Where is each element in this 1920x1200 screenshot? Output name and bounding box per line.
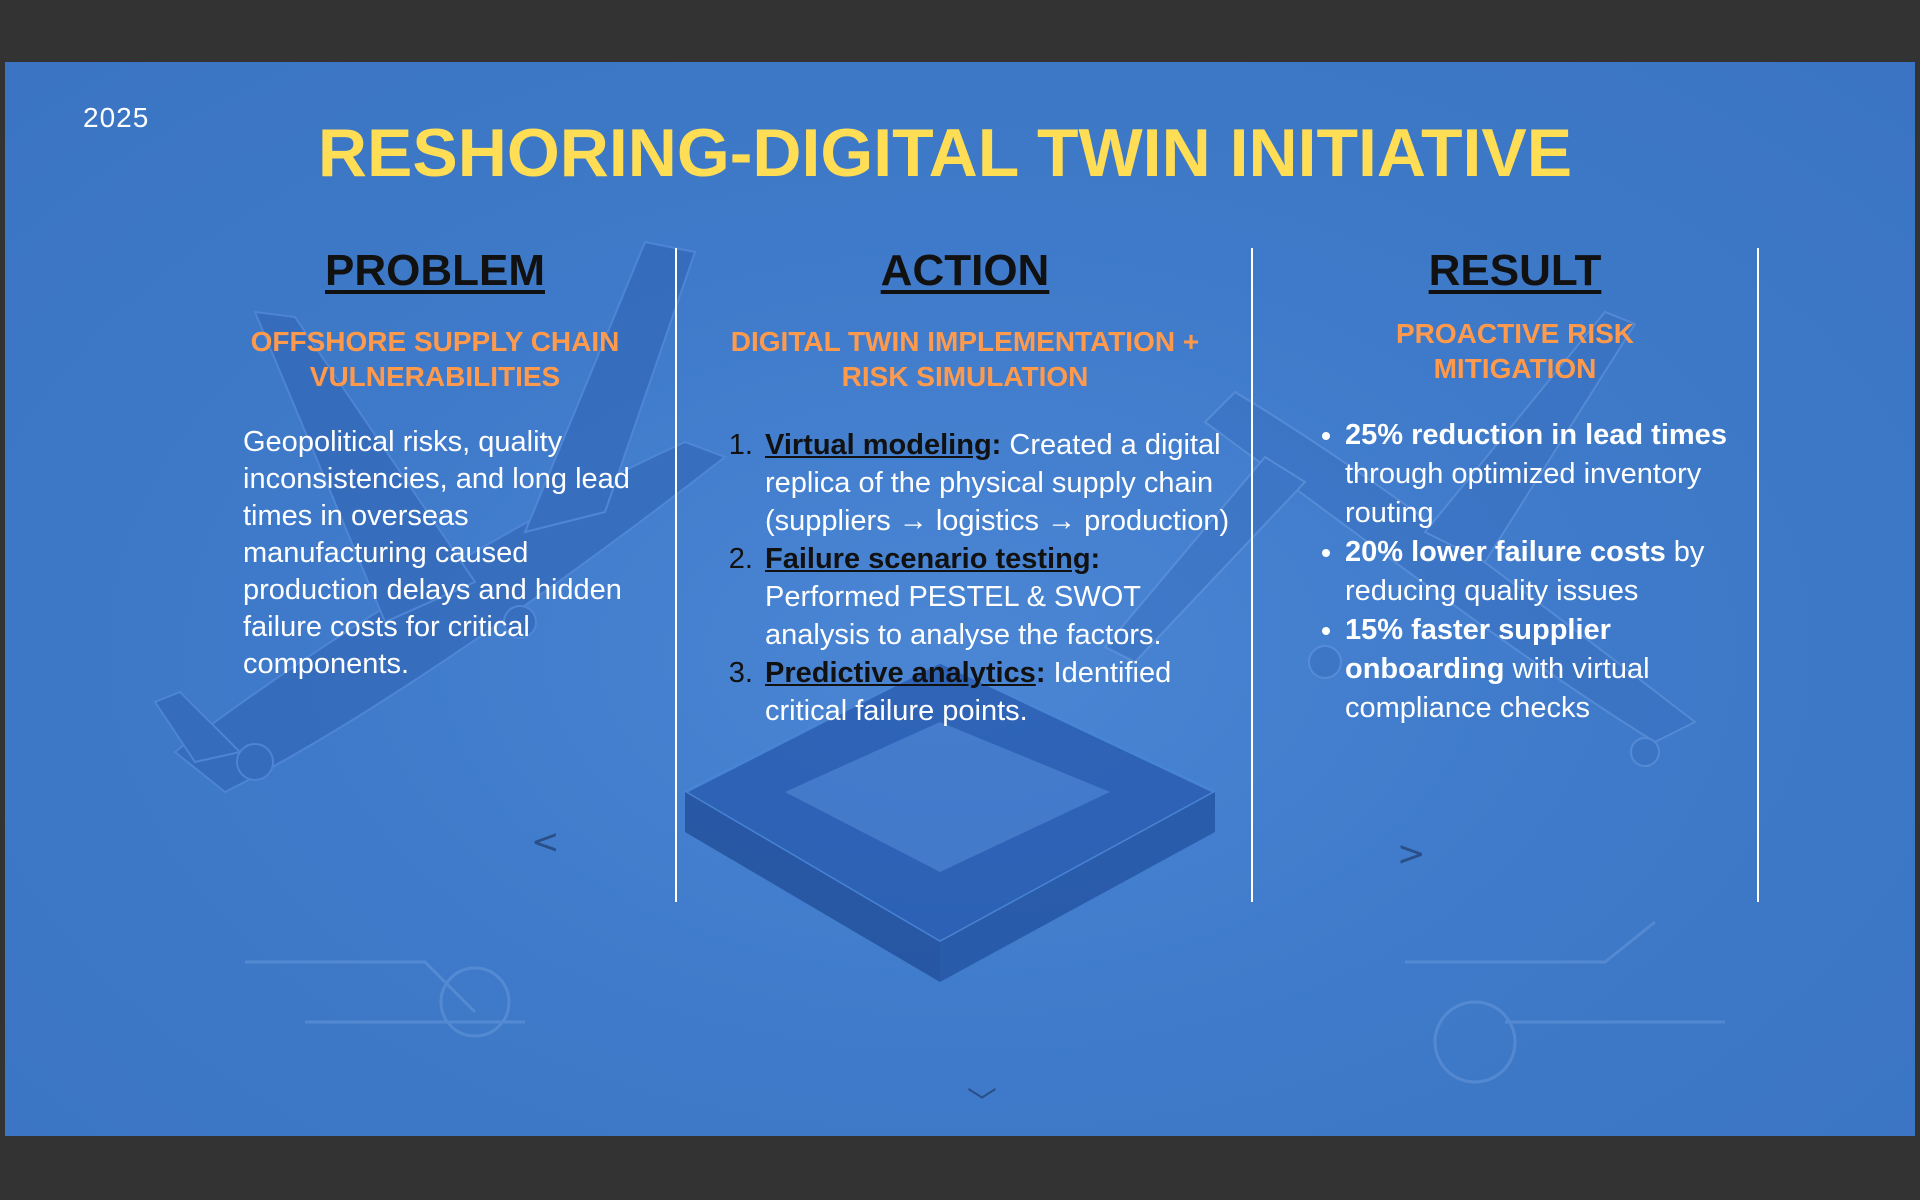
result-metric: 20% lower failure costs [1345,536,1666,568]
result-column: RESULT PROACTIVE RISK MITIGATION 25% red… [1305,246,1727,728]
action-subheading: DIGITAL TWIN IMPLEMENTATION + RISK SIMUL… [730,326,1200,392]
step-text: Performed PESTEL & SWOT analysis to anal… [765,581,1162,651]
airplane-right-illustration [1103,310,1697,767]
problem-subheading: OFFSHORE SUPPLY CHAIN VULNERABILITIES [250,326,620,392]
airplane-left-illustration [153,240,728,794]
step-text: Identified critical failure points. [765,657,1172,727]
problem-column: PROBLEM OFFSHORE SUPPLY CHAIN VULNERABIL… [235,246,635,712]
result-metric: 25% reduction in lead times [1345,419,1727,451]
result-subheading: PROACTIVE RISK MITIGATION [1395,318,1635,384]
result-metric: 15% faster supplier onboarding [1345,614,1611,685]
column-divider-left [675,248,677,902]
problem-heading: PROBLEM [325,246,545,295]
slide-canvas: 2025 RESHORING-DIGITAL TWIN INITIATIVE P… [5,62,1915,1136]
result-item: 20% lower failure costs by reducing qual… [1345,533,1745,611]
step-title: Failure scenario testing [765,543,1091,575]
chip-illustration [681,660,1219,982]
step-title: Predictive analytics [765,657,1036,689]
result-text: with virtual compliance checks [1345,653,1650,724]
chevron-left-icon[interactable]: < [531,822,560,862]
step-text: Created a digital replica of the physica… [765,429,1230,537]
column-divider-middle [1251,248,1253,902]
action-step: Failure scenario testing: Performed PEST… [761,540,1231,654]
result-item: 15% faster supplier onboarding with virt… [1345,611,1745,728]
result-item: 25% reduction in lead times through opti… [1345,416,1745,533]
result-text: by reducing quality issues [1345,536,1705,607]
action-column: ACTION DIGITAL TWIN IMPLEMENTATION + RIS… [705,246,1229,730]
result-heading: RESULT [1428,246,1602,295]
problem-body: Geopolitical risks, quality inconsistenc… [243,426,630,680]
action-steps-list: Virtual modeling: Created a digital repl… [731,426,1231,730]
action-step: Virtual modeling: Created a digital repl… [761,426,1231,540]
action-heading: ACTION [880,246,1050,295]
column-divider-right [1757,248,1759,902]
chevron-down-icon[interactable]: ﹀ [967,1086,997,1121]
result-text: through optimized inventory routing [1345,458,1702,529]
background-illustration [153,240,1725,1084]
slide-title: RESHORING-DIGITAL TWIN INITIATIVE [317,115,1573,191]
step-title: Virtual modeling [765,429,992,461]
slide-year: 2025 [83,102,150,133]
action-step: Predictive analytics: Identified critica… [761,654,1231,730]
chevron-right-icon[interactable]: > [1397,834,1426,874]
result-list: 25% reduction in lead times through opti… [1313,416,1745,728]
circuit-traces [245,920,1725,1084]
